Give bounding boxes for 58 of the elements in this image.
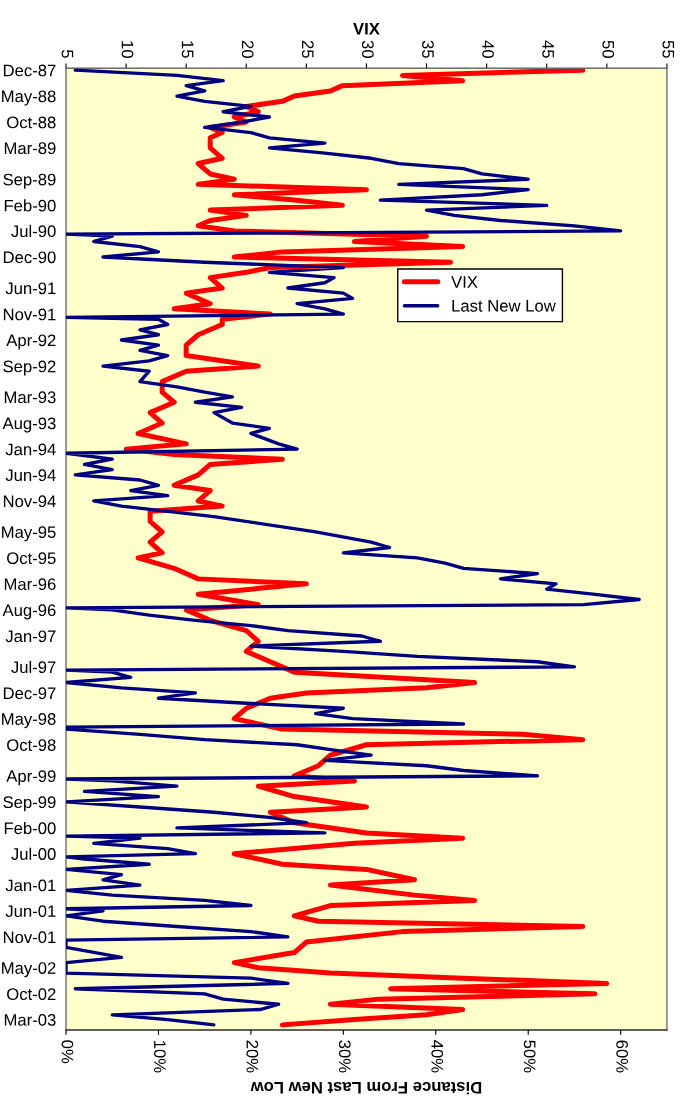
y-tick-label: Mar-93 bbox=[4, 391, 56, 404]
x2-tick-label: 25 bbox=[301, 40, 314, 58]
y-tick-label: Jun-91 bbox=[5, 282, 56, 295]
y-tick-label: Oct-88 bbox=[7, 116, 56, 129]
y-tick-label: May-98 bbox=[2, 713, 56, 729]
y-tick-label: Feb-00 bbox=[4, 821, 56, 835]
y-tick-label: Nov-94 bbox=[3, 495, 56, 508]
y-tick-label: Aug-93 bbox=[2, 417, 56, 433]
y-tick-label: Jun-01 bbox=[5, 905, 56, 918]
x2-tick-label: 10 bbox=[121, 41, 134, 58]
y-tick-label: Jan-97 bbox=[5, 630, 56, 643]
y-tick-label: Feb-90 bbox=[4, 199, 56, 212]
x-tick-label: 0% bbox=[61, 1040, 74, 1064]
x2-tick-label: 40 bbox=[482, 40, 494, 58]
x2-tick-label: 15 bbox=[181, 41, 194, 58]
y-tick-label: Oct-95 bbox=[7, 552, 56, 565]
y-tick-label: Jul-90 bbox=[11, 224, 56, 238]
y-tick-label: Jan-94 bbox=[5, 443, 56, 456]
y-tick-label: May-02 bbox=[2, 962, 56, 978]
x2-tick-label: 30 bbox=[361, 40, 374, 58]
y-tick-label: Apr-92 bbox=[6, 334, 56, 350]
x-tick-label: 20% bbox=[246, 1040, 259, 1073]
x-axis-title: Distance From Last New Low bbox=[250, 1081, 482, 1095]
y-tick-label: May-88 bbox=[2, 90, 56, 106]
x2-tick-label: 20 bbox=[241, 40, 254, 58]
y-tick-label: Jan-01 bbox=[5, 879, 56, 892]
y-tick-label: Apr-99 bbox=[6, 770, 56, 786]
y-tick-label: Mar-03 bbox=[4, 1013, 56, 1026]
x-tick-label: 50% bbox=[523, 1040, 536, 1073]
y-tick-label: Jun-94 bbox=[5, 469, 56, 482]
y-tick-label: Sep-92 bbox=[3, 360, 56, 376]
x-tick-label: 40% bbox=[431, 1040, 444, 1073]
x2-tick-label: 45 bbox=[542, 40, 554, 58]
y-tick-label: Dec-87 bbox=[3, 64, 56, 77]
y-tick-label: Oct-98 bbox=[7, 739, 56, 751]
legend-label: Last New Low bbox=[452, 300, 556, 312]
x-tick-label: 10% bbox=[153, 1040, 166, 1073]
y-tick-label: Dec-90 bbox=[3, 251, 56, 264]
x2-tick-label: 35 bbox=[422, 40, 434, 58]
y-tick-label: Nov-01 bbox=[3, 931, 56, 944]
y-tick-label: Mar-96 bbox=[4, 578, 56, 591]
y-tick-label: Nov-91 bbox=[3, 308, 56, 321]
y-tick-label: Jul-00 bbox=[11, 847, 56, 860]
x2-tick-label: 55 bbox=[662, 40, 675, 58]
x2-tick-label: 50 bbox=[602, 40, 615, 58]
x2-tick-label: 5 bbox=[61, 49, 74, 58]
y-tick-label: May-95 bbox=[2, 526, 56, 542]
y-tick-label: Mar-89 bbox=[4, 142, 56, 155]
x2-axis-title: VIX bbox=[353, 22, 380, 35]
y-tick-label: Aug-96 bbox=[2, 604, 56, 620]
x-tick-label: 60% bbox=[616, 1040, 629, 1073]
y-tick-label: Sep-89 bbox=[3, 173, 56, 189]
legend-label: VIX bbox=[451, 276, 478, 288]
y-tick-label: Sep-99 bbox=[3, 796, 56, 812]
y-tick-label: Jul-97 bbox=[11, 660, 56, 674]
y-tick-label: Oct-02 bbox=[7, 988, 56, 1001]
x-tick-label: 30% bbox=[338, 1040, 351, 1073]
y-tick-label: Dec-97 bbox=[3, 687, 56, 700]
